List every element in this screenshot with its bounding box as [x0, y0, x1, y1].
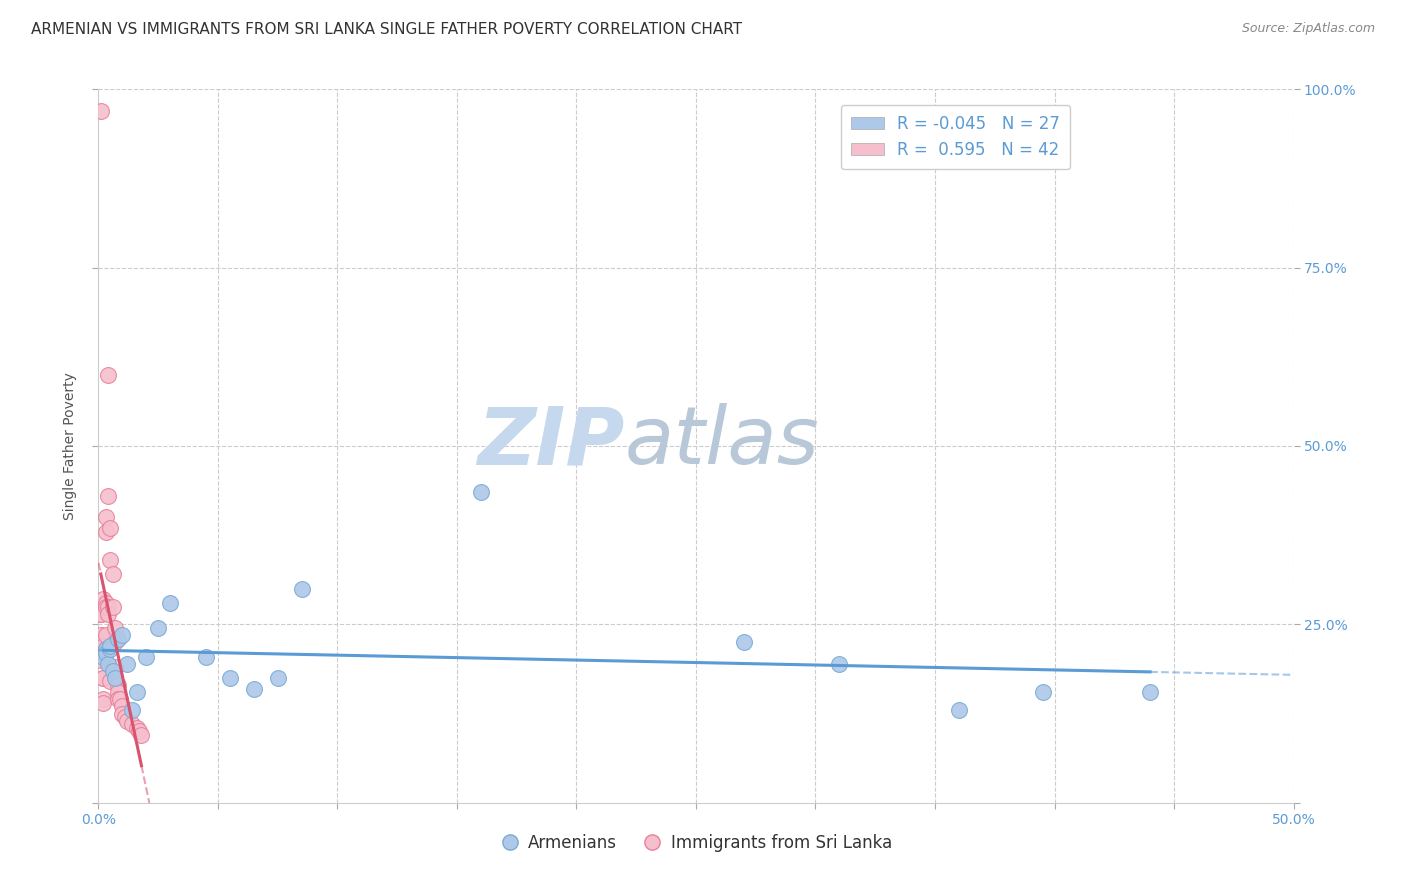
Point — [97, 599, 120, 614]
Point — [291, 582, 314, 596]
Legend: Armenians, Immigrants from Sri Lanka: Armenians, Immigrants from Sri Lanka — [494, 828, 898, 859]
Point — [107, 632, 129, 646]
Point — [94, 599, 117, 614]
Point — [94, 642, 117, 657]
Point — [111, 699, 134, 714]
Point — [125, 685, 148, 699]
Point — [101, 664, 124, 678]
Point — [94, 524, 117, 539]
Point — [114, 710, 136, 724]
Point — [91, 646, 114, 660]
Point — [121, 717, 143, 731]
Point — [195, 649, 218, 664]
Point — [91, 692, 114, 706]
Point — [121, 703, 143, 717]
Point — [828, 657, 851, 671]
Point — [267, 671, 290, 685]
Point — [111, 628, 134, 642]
Point — [97, 657, 120, 671]
Point — [94, 628, 117, 642]
Point — [90, 628, 112, 642]
Point — [94, 596, 117, 610]
Point — [101, 567, 124, 582]
Point — [94, 646, 117, 660]
Point — [98, 639, 122, 653]
Point — [1139, 685, 1161, 699]
Text: ARMENIAN VS IMMIGRANTS FROM SRI LANKA SINGLE FATHER POVERTY CORRELATION CHART: ARMENIAN VS IMMIGRANTS FROM SRI LANKA SI… — [31, 22, 742, 37]
Point — [98, 642, 122, 657]
Y-axis label: Single Father Poverty: Single Father Poverty — [63, 372, 77, 520]
Point — [733, 635, 755, 649]
Point — [104, 660, 127, 674]
Point — [104, 621, 127, 635]
Point — [98, 674, 122, 689]
Point — [98, 521, 122, 535]
Point — [90, 607, 112, 621]
Point — [243, 681, 266, 696]
Point — [90, 607, 112, 621]
Point — [107, 678, 129, 692]
Point — [98, 553, 122, 567]
Point — [1032, 685, 1054, 699]
Point — [101, 599, 124, 614]
Text: Source: ZipAtlas.com: Source: ZipAtlas.com — [1241, 22, 1375, 36]
Point — [91, 639, 114, 653]
Point — [94, 642, 117, 657]
Point — [135, 649, 157, 664]
Point — [125, 721, 148, 735]
Point — [108, 692, 131, 706]
Point — [91, 649, 114, 664]
Point — [159, 596, 181, 610]
Point — [107, 692, 129, 706]
Point — [97, 368, 120, 382]
Point — [91, 592, 114, 607]
Point — [94, 510, 117, 524]
Point — [107, 685, 129, 699]
Point — [91, 696, 114, 710]
Point — [90, 653, 112, 667]
Text: ZIP: ZIP — [477, 403, 624, 482]
Point — [219, 671, 242, 685]
Point — [104, 635, 127, 649]
Point — [131, 728, 153, 742]
Point — [91, 671, 114, 685]
Point — [115, 714, 138, 728]
Point — [97, 489, 120, 503]
Point — [128, 724, 150, 739]
Point — [91, 671, 114, 685]
Point — [948, 703, 970, 717]
Point — [148, 621, 170, 635]
Point — [111, 706, 134, 721]
Point — [115, 657, 138, 671]
Point — [90, 103, 112, 118]
Point — [470, 485, 492, 500]
Text: atlas: atlas — [624, 403, 820, 482]
Point — [104, 671, 127, 685]
Point — [97, 607, 120, 621]
